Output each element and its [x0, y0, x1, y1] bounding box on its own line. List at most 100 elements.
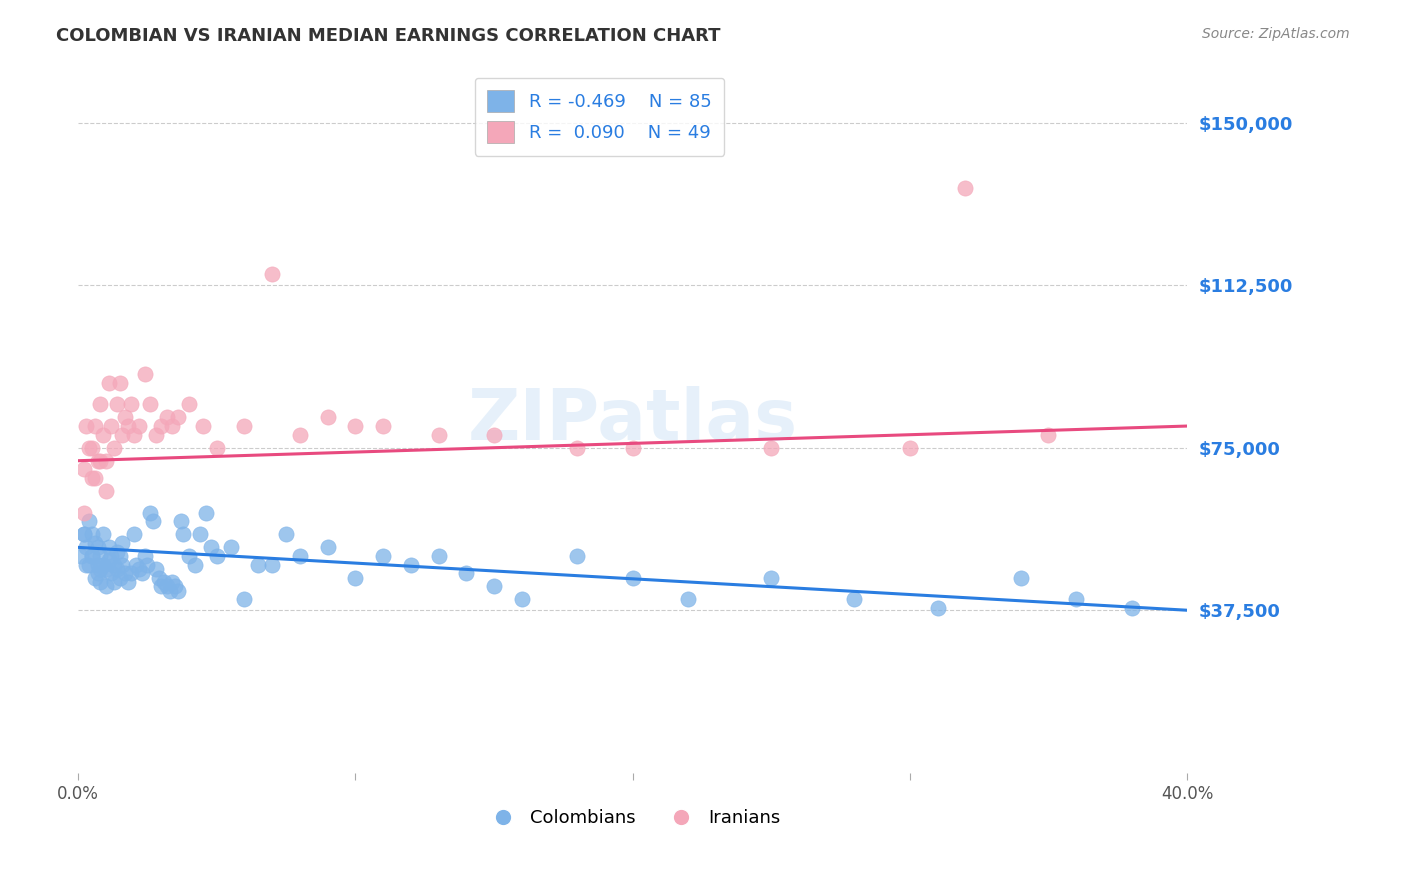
Point	[262, 268, 284, 282]
Point	[200, 541, 222, 555]
Point	[344, 571, 367, 585]
Point	[247, 558, 270, 572]
Point	[125, 558, 148, 572]
Point	[111, 536, 134, 550]
Point	[108, 571, 131, 585]
Point	[103, 558, 125, 572]
Text: COLOMBIAN VS IRANIAN MEDIAN EARNINGS CORRELATION CHART: COLOMBIAN VS IRANIAN MEDIAN EARNINGS COR…	[56, 27, 721, 45]
Point	[86, 541, 108, 555]
Point	[233, 592, 256, 607]
Point	[80, 549, 103, 563]
Point	[86, 454, 108, 468]
Point	[111, 558, 134, 572]
Point	[482, 427, 505, 442]
Point	[427, 427, 450, 442]
Point	[676, 592, 699, 607]
Point	[100, 419, 122, 434]
Point	[111, 427, 134, 442]
Point	[117, 575, 139, 590]
Point	[128, 562, 150, 576]
Point	[128, 419, 150, 434]
Point	[139, 506, 162, 520]
Point	[194, 506, 217, 520]
Point	[91, 558, 114, 572]
Point	[114, 566, 136, 581]
Point	[80, 471, 103, 485]
Point	[75, 419, 97, 434]
Point	[86, 566, 108, 581]
Point	[94, 562, 117, 576]
Point	[120, 397, 142, 411]
Point	[131, 566, 153, 581]
Text: Source: ZipAtlas.com: Source: ZipAtlas.com	[1202, 27, 1350, 41]
Point	[344, 419, 367, 434]
Text: ZIPatlas: ZIPatlas	[468, 386, 797, 455]
Point	[103, 575, 125, 590]
Point	[73, 527, 96, 541]
Point	[1121, 601, 1143, 615]
Point	[73, 506, 96, 520]
Point	[1064, 592, 1087, 607]
Point	[97, 553, 120, 567]
Point	[167, 583, 190, 598]
Point	[456, 566, 478, 581]
Point	[162, 419, 184, 434]
Point	[134, 367, 156, 381]
Point	[565, 549, 588, 563]
Point	[100, 566, 122, 581]
Point	[1038, 427, 1060, 442]
Legend: Colombians, Iranians: Colombians, Iranians	[478, 802, 787, 834]
Point	[77, 441, 100, 455]
Point	[136, 558, 159, 572]
Point	[316, 410, 339, 425]
Point	[94, 579, 117, 593]
Point	[97, 541, 120, 555]
Point	[170, 515, 193, 529]
Point	[927, 601, 949, 615]
Point	[565, 441, 588, 455]
Point	[1010, 571, 1032, 585]
Point	[142, 515, 165, 529]
Point	[122, 527, 145, 541]
Point	[156, 410, 179, 425]
Point	[274, 527, 297, 541]
Point	[83, 471, 105, 485]
Point	[621, 571, 644, 585]
Point	[89, 575, 111, 590]
Point	[898, 441, 921, 455]
Point	[75, 558, 97, 572]
Point	[105, 545, 128, 559]
Point	[177, 397, 200, 411]
Point	[159, 583, 181, 598]
Point	[83, 536, 105, 550]
Point	[89, 454, 111, 468]
Point	[122, 427, 145, 442]
Point	[482, 579, 505, 593]
Point	[371, 549, 394, 563]
Point	[77, 515, 100, 529]
Point	[83, 571, 105, 585]
Point	[97, 376, 120, 390]
Point	[145, 562, 167, 576]
Point	[621, 441, 644, 455]
Point	[510, 592, 533, 607]
Point	[94, 454, 117, 468]
Point	[105, 397, 128, 411]
Point	[177, 549, 200, 563]
Point	[73, 527, 96, 541]
Point	[108, 549, 131, 563]
Point	[955, 180, 977, 194]
Point	[89, 562, 111, 576]
Point	[427, 549, 450, 563]
Point	[262, 558, 284, 572]
Point	[233, 419, 256, 434]
Point	[188, 527, 211, 541]
Point	[105, 562, 128, 576]
Point	[150, 419, 173, 434]
Point	[150, 579, 173, 593]
Point	[108, 376, 131, 390]
Point	[83, 419, 105, 434]
Point	[73, 462, 96, 476]
Point	[761, 441, 783, 455]
Point	[399, 558, 422, 572]
